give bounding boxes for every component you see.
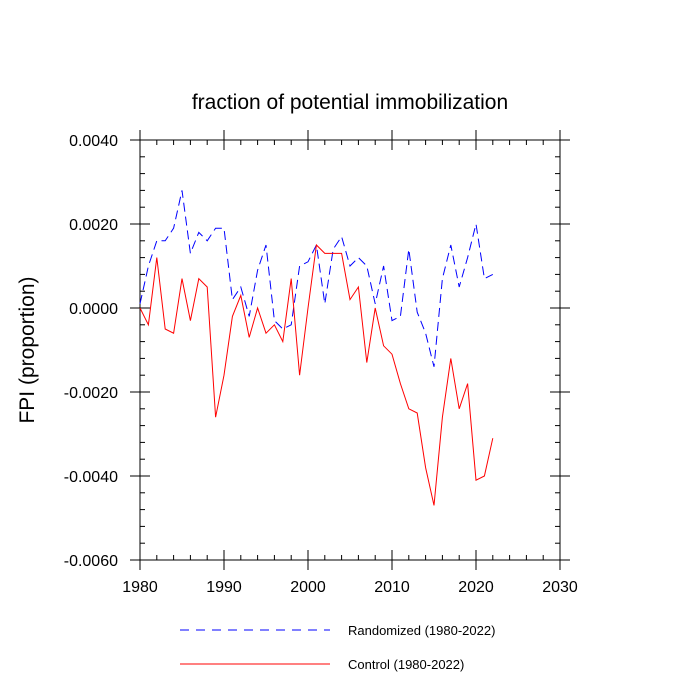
legend: Randomized (1980-2022) Control (1980-2022… (180, 623, 495, 672)
chart-title: fraction of potential immobilization (192, 91, 508, 114)
y-tick-label: -0.0040 (64, 469, 118, 486)
x-tick-label: 1990 (206, 579, 242, 596)
data-series (139, 190, 494, 506)
y-tick-label: -0.0020 (64, 385, 118, 402)
y-tick-label: 0.0000 (69, 301, 118, 318)
plot-area-frame (139, 139, 561, 561)
x-tick-label: 2020 (458, 579, 494, 596)
y-tick-label: 0.0040 (69, 133, 118, 150)
legend-label-control: Control (1980-2022) (348, 657, 464, 672)
y-axis-label: FPI (proportion) (16, 276, 39, 423)
x-axis-tick-labels: 1980 1990 2000 2010 2020 2030 (122, 579, 578, 596)
legend-label-randomized: Randomized (1980-2022) (348, 623, 495, 638)
y-tick-label: -0.0060 (64, 553, 118, 570)
axis-ticks (130, 130, 570, 570)
x-tick-label: 2030 (542, 579, 578, 596)
x-tick-label: 1980 (122, 579, 158, 596)
x-tick-label: 2000 (290, 579, 326, 596)
series-line-randomized (139, 190, 494, 367)
y-axis-tick-labels: 0.0040 0.0020 0.0000 -0.0020 -0.0040 -0.0060 (64, 133, 118, 570)
series-line-control (139, 243, 494, 506)
x-tick-label: 2010 (374, 579, 410, 596)
y-tick-label: 0.0020 (69, 217, 118, 234)
